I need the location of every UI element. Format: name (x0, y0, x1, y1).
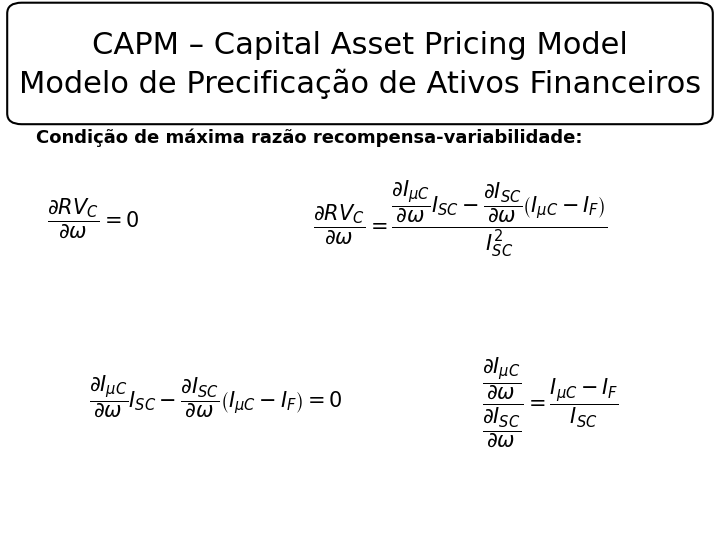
Text: Condição de máxima razão recompensa-variabilidade:: Condição de máxima razão recompensa-vari… (36, 129, 582, 147)
Text: CAPM – Capital Asset Pricing Model: CAPM – Capital Asset Pricing Model (92, 31, 628, 60)
Text: Modelo de Precificação de Ativos Financeiros: Modelo de Precificação de Ativos Finance… (19, 69, 701, 99)
Text: $\dfrac{\partial RV_C}{\partial \omega} = \dfrac{\dfrac{\partial I_{\mu C}}{\par: $\dfrac{\partial RV_C}{\partial \omega} … (313, 179, 608, 259)
FancyBboxPatch shape (7, 3, 713, 124)
Text: $\dfrac{\partial RV_C}{\partial \omega} = 0$: $\dfrac{\partial RV_C}{\partial \omega} … (48, 197, 140, 240)
Text: $\dfrac{\partial I_{\mu C}}{\partial \omega} I_{SC} - \dfrac{\partial I_{SC}}{\p: $\dfrac{\partial I_{\mu C}}{\partial \om… (89, 374, 343, 420)
Text: $\dfrac{\dfrac{\partial I_{\mu C}}{\partial \omega}}{\dfrac{\partial I_{SC}}{\pa: $\dfrac{\dfrac{\partial I_{\mu C}}{\part… (482, 355, 619, 449)
